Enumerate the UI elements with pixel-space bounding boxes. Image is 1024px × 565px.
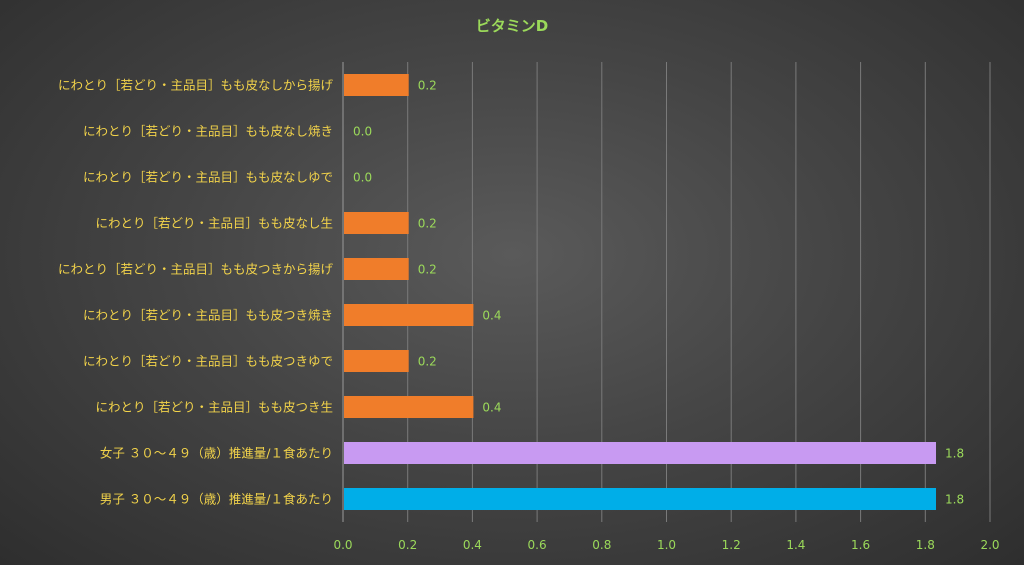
bar [344, 350, 409, 372]
category-label: にわとり［若どり・主品目］もも皮なし焼き [83, 124, 333, 139]
x-tick-label: 1.6 [851, 538, 870, 552]
category-label: にわとり［若どり・主品目］もも皮つき焼き [83, 308, 333, 323]
data-label: 0.4 [482, 309, 501, 323]
bar [344, 442, 937, 464]
bars [344, 74, 937, 510]
x-axis-ticks: 0.0 0.2 0.4 0.6 0.8 1.0 1.2 1.4 1.6 1.8 2.0 [333, 538, 999, 552]
data-label: 0.0 [353, 125, 372, 139]
data-label: 1.8 [945, 447, 964, 461]
chart-title: ビタミンD [476, 17, 548, 35]
x-tick-label: 0.6 [528, 538, 547, 552]
data-label: 0.2 [418, 263, 437, 277]
category-label: 男子 ３０～４９（歳）推進量/１食あたり [100, 492, 333, 507]
category-label: 女子 ３０～４９（歳）推進量/１食あたり [100, 446, 333, 461]
category-label: にわとり［若どり・主品目］もも皮つきから揚げ [58, 262, 334, 277]
category-label: にわとり［若どり・主品目］もも皮なし生 [95, 216, 333, 231]
category-label: にわとり［若どり・主品目］もも皮なしゆで [83, 170, 333, 185]
x-tick-label: 1.0 [657, 538, 676, 552]
x-tick-label: 0.4 [463, 538, 482, 552]
x-tick-label: 1.4 [786, 538, 805, 552]
data-label: 1.8 [945, 493, 964, 507]
x-tick-label: 0.8 [592, 538, 611, 552]
data-labels: 0.2 0.0 0.0 0.2 0.2 0.4 0.2 0.4 1.8 1.8 [353, 79, 964, 507]
bar [344, 304, 474, 326]
bar [344, 488, 937, 510]
data-label: 0.0 [353, 171, 372, 185]
x-tick-label: 0.2 [398, 538, 417, 552]
data-label: 0.4 [482, 401, 501, 415]
x-tick-label: 2.0 [980, 538, 999, 552]
bar [344, 396, 474, 418]
bar [344, 258, 409, 280]
gridlines [342, 62, 991, 522]
x-tick-label: 1.8 [916, 538, 935, 552]
x-tick-label: 0.0 [333, 538, 352, 552]
category-label: にわとり［若どり・主品目］もも皮つきゆで [83, 354, 333, 369]
bar [344, 74, 409, 96]
data-label: 0.2 [418, 355, 437, 369]
category-label: にわとり［若どり・主品目］もも皮つき生 [95, 400, 333, 415]
category-label: にわとり［若どり・主品目］もも皮なしから揚げ [58, 78, 334, 93]
category-labels: にわとり［若どり・主品目］もも皮なしから揚げにわとり［若どり・主品目］もも皮なし… [58, 78, 334, 507]
data-label: 0.2 [418, 217, 437, 231]
data-label: 0.2 [418, 79, 437, 93]
x-tick-label: 1.2 [722, 538, 741, 552]
bar [344, 212, 409, 234]
